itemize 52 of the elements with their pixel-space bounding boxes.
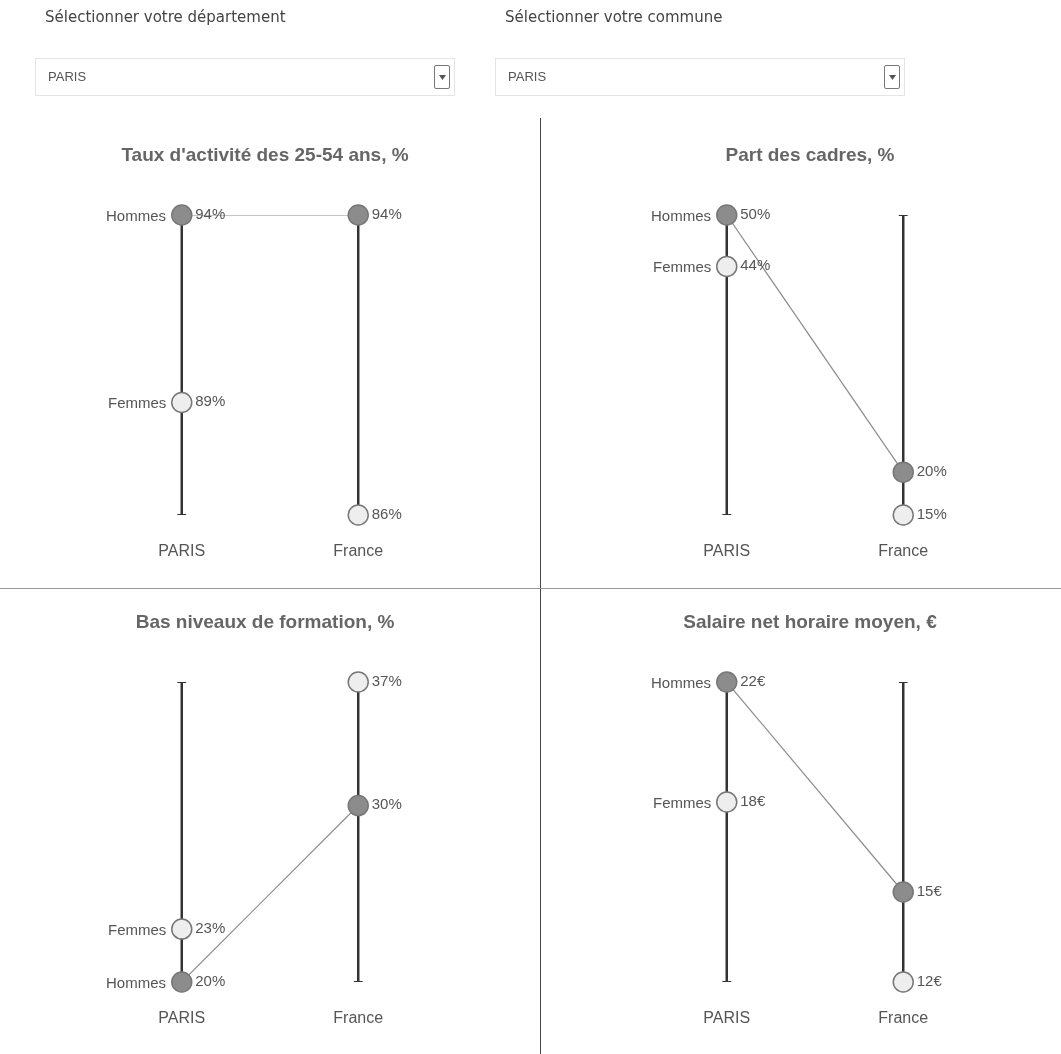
- chart-title: Bas niveaux de formation, %: [135, 611, 395, 633]
- data-label: 12€: [916, 971, 943, 989]
- point: [892, 461, 914, 483]
- data-label: 15%: [916, 504, 947, 522]
- data-label: 15€: [916, 881, 943, 899]
- data-label: 23%: [195, 918, 226, 936]
- data-label: 94%: [371, 204, 402, 222]
- point: [347, 794, 369, 817]
- point: [892, 504, 914, 526]
- text: Sélectionner votre commune: [505, 8, 723, 26]
- x-tick-label: France: [878, 1009, 929, 1026]
- series-label: Hommes: [106, 974, 167, 991]
- x-tick-label: France: [878, 542, 929, 559]
- data-label: 22€: [740, 671, 766, 689]
- point: [892, 971, 914, 993]
- data-label: 44%: [740, 256, 771, 274]
- point: [716, 671, 738, 693]
- x-tick-label: PARIS: [158, 1009, 206, 1026]
- series-label: Femmes: [108, 394, 167, 411]
- data-label: 30%: [371, 795, 402, 813]
- data-label: 20%: [916, 461, 947, 479]
- chart-title: Part des cadres, %: [725, 144, 895, 166]
- data-label: 94%: [195, 204, 226, 222]
- chart-title: Salaire net horaire moyen, €: [683, 611, 938, 633]
- series-label: Femmes: [653, 258, 712, 275]
- text: Sélectionner votre département: [45, 8, 286, 26]
- text: PARIS: [495, 58, 905, 96]
- series-label: Femmes: [653, 794, 712, 811]
- point: [716, 255, 738, 278]
- text: PARIS: [35, 58, 455, 96]
- data-label: 37%: [371, 671, 402, 689]
- series-label: Hommes: [651, 674, 712, 691]
- point: [892, 881, 914, 903]
- data-label: 20%: [195, 971, 226, 989]
- point: [716, 204, 738, 226]
- series-label: Hommes: [651, 207, 712, 224]
- chart-title: Taux d'activité des 25-54 ans, %: [121, 144, 409, 166]
- x-tick-label: PARIS: [703, 542, 751, 559]
- series-label: Hommes: [106, 207, 167, 224]
- point: [171, 971, 193, 993]
- data-label: 86%: [371, 504, 402, 522]
- data-label: 89%: [195, 392, 226, 410]
- x-tick-label: France: [333, 1009, 384, 1026]
- x-tick-label: PARIS: [703, 1009, 751, 1026]
- x-tick-label: France: [333, 542, 384, 559]
- data-label: 50%: [740, 204, 771, 222]
- point: [347, 671, 369, 693]
- data-label: 18€: [740, 791, 766, 809]
- point: [716, 791, 738, 813]
- x-tick-label: PARIS: [158, 542, 206, 559]
- series-label: Femmes: [108, 921, 167, 938]
- point: [171, 918, 193, 940]
